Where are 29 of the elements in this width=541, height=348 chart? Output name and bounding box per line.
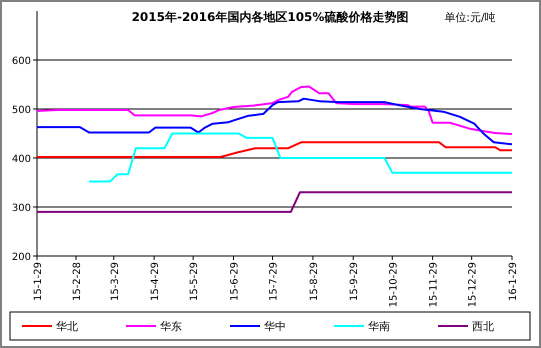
- x-tick-label: 16-1-29: [508, 262, 519, 302]
- legend-label: 华南: [368, 320, 390, 333]
- y-tick-label: 600: [12, 56, 31, 67]
- y-tick-label: 300: [12, 203, 31, 214]
- x-tick-label: 15-4-29: [150, 262, 162, 302]
- x-tick-label: 15-7-29: [268, 262, 280, 302]
- x-tick-label: 15-9-29: [349, 262, 360, 302]
- line-series: [88, 132, 513, 182]
- annotation: 单位:元/吨: [444, 11, 496, 24]
- line-series: [36, 141, 513, 158]
- y-tick-label: 500: [12, 105, 31, 116]
- line-series: [36, 86, 513, 135]
- x-tick-label: 15-12-29: [468, 262, 479, 308]
- x-tick-label: 15-6-29: [230, 262, 241, 302]
- line-series: [36, 98, 513, 146]
- x-tick-label: 15-8-29: [308, 262, 320, 302]
- legend-label: 华东: [160, 320, 182, 333]
- legend-label: 华中: [264, 320, 286, 333]
- x-tick-label: 15-11-29: [428, 262, 440, 308]
- legend-label: 西北: [472, 320, 494, 333]
- y-tick-label: 200: [12, 252, 31, 263]
- x-tick-label: 15-5-29: [189, 262, 200, 302]
- x-tick-label: 15-10-29: [388, 262, 400, 308]
- x-tick-label: 15-1-29: [33, 262, 44, 302]
- chart-title: 2015年-2016年国内各地区105%硫酸价格走势图: [132, 10, 408, 24]
- x-tick-label: 15-3-29: [110, 262, 121, 302]
- y-tick-label: 400: [12, 154, 31, 165]
- x-tick-label: 15-2-28: [72, 262, 84, 302]
- legend-label: 华北: [56, 320, 78, 333]
